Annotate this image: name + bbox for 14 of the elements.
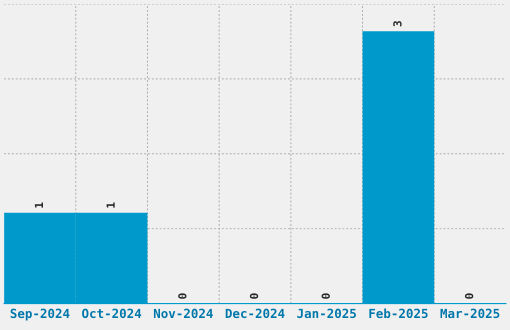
data-label: 0 [250,293,258,299]
x-tick-label: Oct-2024 [82,308,142,318]
x-tick-label: Nov-2024 [154,308,213,318]
data-label: 0 [322,293,330,299]
x-tick-label: Sep-2024 [10,308,70,321]
data-label: 3 [393,21,402,26]
x-tick-label: Mar-2025 [440,308,500,318]
data-label: 1 [106,202,115,208]
data-label: 0 [464,293,474,299]
x-tick-label: Jan-2025 [297,308,356,318]
data-label: 1 [34,202,43,208]
x-tick-label: Dec-2024 [226,308,285,318]
data-label: 0 [178,293,187,299]
x-tick-label: Feb-2025 [369,308,428,318]
